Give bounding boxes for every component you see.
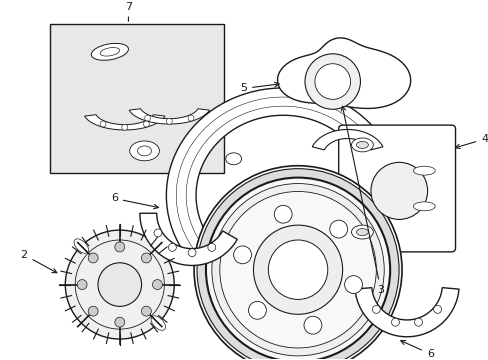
- Ellipse shape: [100, 48, 120, 56]
- Circle shape: [98, 263, 142, 306]
- Circle shape: [304, 316, 321, 334]
- Polygon shape: [311, 130, 382, 150]
- Circle shape: [77, 280, 87, 289]
- Circle shape: [205, 177, 389, 360]
- Circle shape: [268, 240, 327, 300]
- Text: 6: 6: [111, 193, 158, 209]
- FancyBboxPatch shape: [338, 125, 455, 252]
- Ellipse shape: [351, 138, 372, 152]
- Text: 7: 7: [124, 2, 132, 12]
- Circle shape: [372, 305, 380, 313]
- Polygon shape: [140, 213, 237, 265]
- Polygon shape: [166, 88, 384, 303]
- Circle shape: [65, 230, 174, 339]
- Ellipse shape: [412, 202, 434, 211]
- Polygon shape: [354, 288, 458, 337]
- Polygon shape: [84, 115, 164, 130]
- Polygon shape: [277, 38, 410, 108]
- Circle shape: [168, 243, 176, 251]
- Ellipse shape: [225, 153, 241, 165]
- Text: 5: 5: [240, 82, 279, 94]
- Circle shape: [141, 253, 151, 263]
- Circle shape: [344, 276, 362, 293]
- Circle shape: [122, 124, 127, 130]
- Circle shape: [329, 220, 347, 238]
- Circle shape: [188, 249, 196, 257]
- Ellipse shape: [129, 141, 159, 161]
- Ellipse shape: [356, 141, 367, 148]
- Circle shape: [211, 184, 384, 356]
- Circle shape: [433, 305, 441, 313]
- Circle shape: [88, 306, 98, 316]
- Circle shape: [115, 317, 124, 327]
- Ellipse shape: [412, 166, 434, 175]
- Circle shape: [197, 169, 398, 360]
- Circle shape: [274, 205, 291, 223]
- Circle shape: [100, 121, 106, 127]
- Bar: [50, 24, 224, 173]
- Circle shape: [188, 115, 194, 121]
- Text: 4: 4: [454, 134, 488, 149]
- Circle shape: [414, 318, 422, 326]
- Ellipse shape: [151, 316, 165, 330]
- Circle shape: [144, 115, 150, 121]
- Circle shape: [143, 121, 149, 127]
- Circle shape: [305, 54, 360, 109]
- Text: 1: 1: [0, 359, 1, 360]
- Ellipse shape: [351, 225, 372, 239]
- Text: 3: 3: [341, 106, 384, 294]
- Circle shape: [154, 229, 162, 237]
- Circle shape: [141, 306, 151, 316]
- Circle shape: [233, 246, 251, 264]
- Ellipse shape: [74, 239, 88, 253]
- Circle shape: [253, 225, 342, 314]
- Circle shape: [248, 301, 266, 319]
- Circle shape: [166, 118, 172, 124]
- Ellipse shape: [91, 43, 128, 60]
- Text: 2: 2: [20, 250, 57, 273]
- Circle shape: [115, 242, 124, 252]
- Circle shape: [207, 243, 215, 251]
- Text: 6: 6: [400, 341, 433, 359]
- Circle shape: [391, 318, 399, 326]
- Ellipse shape: [356, 229, 367, 235]
- Ellipse shape: [137, 146, 151, 156]
- Circle shape: [314, 64, 350, 99]
- Circle shape: [220, 192, 376, 348]
- Circle shape: [194, 166, 401, 360]
- Circle shape: [152, 280, 162, 289]
- Ellipse shape: [370, 162, 427, 219]
- Polygon shape: [129, 109, 209, 124]
- Circle shape: [88, 253, 98, 263]
